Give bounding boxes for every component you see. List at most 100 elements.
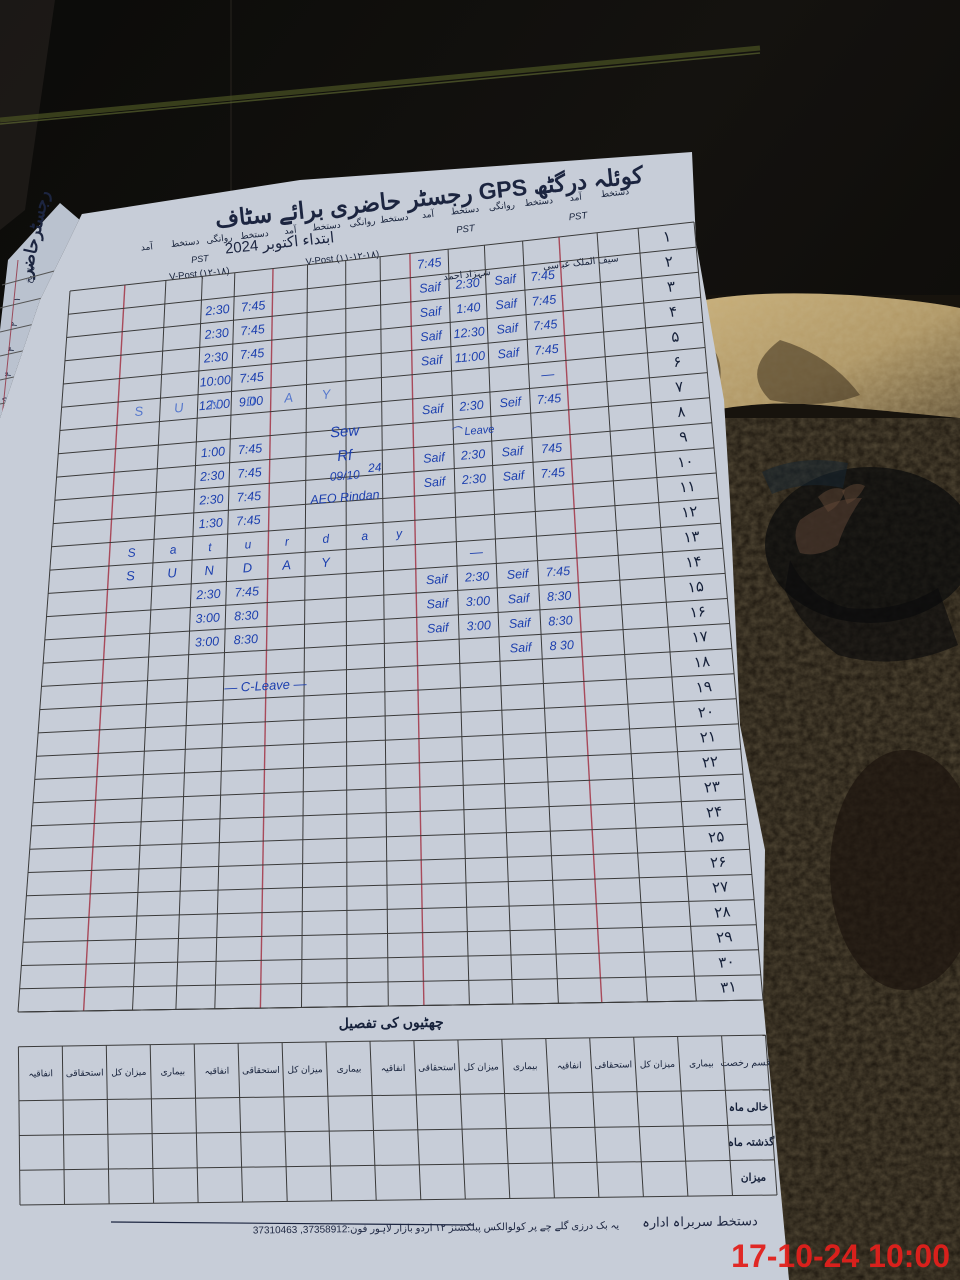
svg-text:8:30: 8:30 (547, 589, 572, 605)
svg-text:۲۹: ۲۹ (716, 928, 734, 947)
svg-text:۲۲: ۲۲ (701, 753, 719, 772)
svg-text:۳۱: ۳۱ (720, 978, 738, 997)
svg-text:3:00: 3:00 (195, 610, 220, 626)
svg-text:Saif: Saif (420, 353, 444, 369)
svg-text:a: a (169, 542, 177, 556)
svg-text:انفاقیہ: انفاقیہ (205, 1066, 230, 1076)
svg-text:A: A (283, 390, 294, 406)
svg-text:7:45: 7:45 (237, 441, 262, 457)
svg-text:S: S (134, 403, 144, 419)
svg-text:گذشتہ ماہ: گذشتہ ماہ (728, 1134, 776, 1149)
svg-text:استحقاقی: استحقاقی (594, 1059, 632, 1070)
svg-text:بیماری: بیماری (160, 1066, 185, 1077)
svg-text:استحقاقی: استحقاقی (418, 1062, 456, 1073)
svg-text:2:30: 2:30 (460, 471, 486, 487)
svg-text:7:45: 7:45 (536, 391, 562, 407)
svg-text:PST: PST (191, 253, 211, 265)
svg-text:۲۰: ۲۰ (697, 703, 715, 722)
svg-text:Saif: Saif (423, 474, 447, 490)
svg-text:۱۶: ۱۶ (689, 603, 707, 622)
svg-text:۱۳: ۱۳ (683, 528, 701, 547)
svg-text:Saif: Saif (495, 296, 519, 312)
svg-text:2:30: 2:30 (464, 569, 490, 585)
svg-text:استحقاقی: استحقاقی (66, 1068, 104, 1079)
svg-text:7:45: 7:45 (240, 322, 266, 338)
svg-text:U: U (167, 565, 178, 581)
svg-text:1:40: 1:40 (455, 300, 481, 316)
svg-text:3:00: 3:00 (465, 594, 490, 610)
svg-text:7:45: 7:45 (236, 489, 261, 505)
svg-text:Saif: Saif (419, 304, 443, 320)
svg-text:۱۰: ۱۰ (677, 453, 695, 472)
svg-text:8 30: 8 30 (549, 638, 574, 653)
svg-text:A: A (281, 557, 292, 573)
svg-text:۳۰: ۳۰ (718, 953, 736, 972)
svg-text:7:45: 7:45 (239, 346, 265, 362)
svg-text:17-10-24 10:00: 17-10-24 10:00 (731, 1238, 950, 1274)
svg-text:میزان کل: میزان کل (111, 1067, 147, 1079)
svg-text:PST: PST (456, 223, 477, 236)
svg-text:2:30: 2:30 (459, 447, 485, 463)
svg-text:۱۹: ۱۹ (695, 678, 713, 697)
svg-text:2:30: 2:30 (199, 468, 225, 484)
svg-text:Saif: Saif (501, 444, 525, 460)
svg-text:آمد: آمد (421, 208, 435, 220)
svg-text:میزان کل: میزان کل (287, 1064, 323, 1076)
svg-text:۱۱: ۱۱ (679, 478, 697, 497)
svg-text:2:30: 2:30 (202, 349, 229, 365)
svg-text:3:00: 3:00 (466, 618, 491, 633)
svg-text:3:00: 3:00 (194, 634, 219, 649)
svg-text:آمد: آمد (284, 224, 298, 236)
svg-text:۱۷: ۱۷ (691, 628, 709, 647)
svg-text:Sew: Sew (329, 422, 361, 441)
svg-text:09/10: 09/10 (329, 467, 360, 483)
svg-text:7:45: 7:45 (545, 564, 570, 580)
svg-text:۲۶: ۲۶ (709, 853, 727, 872)
svg-text:آمد: آمد (569, 191, 583, 203)
svg-text:7:45: 7:45 (236, 513, 261, 529)
svg-text:۲۸: ۲۸ (714, 903, 732, 922)
svg-text:7:45: 7:45 (530, 268, 556, 284)
svg-text:24: 24 (367, 460, 383, 475)
svg-text:Saif: Saif (421, 401, 445, 417)
svg-text:7:45: 7:45 (540, 465, 565, 481)
svg-text:2:30: 2:30 (198, 492, 224, 508)
svg-text:Saif: Saif (507, 591, 531, 606)
svg-text:7:45: 7:45 (237, 465, 262, 481)
svg-text:7:45: 7:45 (531, 292, 557, 308)
svg-text:S: S (126, 568, 136, 584)
svg-text:S: S (127, 545, 136, 560)
svg-text:Saif: Saif (418, 280, 442, 296)
svg-text:انفاقیہ: انفاقیہ (28, 1068, 53, 1078)
svg-text:1:30: 1:30 (198, 516, 223, 532)
svg-text:میزان کل: میزان کل (464, 1061, 500, 1073)
svg-text:Saif: Saif (508, 616, 532, 631)
svg-text:2:30: 2:30 (195, 587, 221, 603)
svg-text:استحقاقی: استحقاقی (242, 1065, 280, 1076)
svg-text:خالی ماہ: خالی ماہ (729, 1101, 769, 1114)
svg-text:7:45: 7:45 (416, 255, 442, 272)
svg-text:قسم رخصت: قسم رخصت (720, 1057, 771, 1069)
svg-text:Saif: Saif (509, 640, 533, 655)
svg-text:Saif: Saif (425, 572, 449, 587)
svg-text:7:45: 7:45 (240, 298, 266, 314)
svg-text:2:30: 2:30 (458, 398, 485, 414)
svg-text:11:00: 11:00 (454, 349, 486, 366)
svg-text:8:30: 8:30 (233, 632, 258, 647)
svg-text:d: d (322, 532, 330, 546)
svg-text:7:45: 7:45 (532, 317, 558, 333)
svg-text:PST: PST (568, 210, 589, 223)
svg-text:a: a (361, 529, 369, 543)
svg-text:10:00: 10:00 (199, 373, 232, 390)
svg-text:دستخط سربراہ ادارہ: دستخط سربراہ ادارہ (642, 1213, 758, 1231)
svg-text:انفاقیہ: انفاقیہ (557, 1060, 582, 1070)
svg-text:Saif: Saif (423, 450, 447, 466)
svg-text:۱۴: ۱۴ (685, 553, 703, 572)
svg-text:8:30: 8:30 (234, 608, 259, 624)
svg-text:Saif: Saif (427, 620, 451, 635)
svg-text:N: N (204, 562, 215, 578)
svg-text:Saif: Saif (494, 272, 518, 288)
svg-text:چھٹیوں کی تفصیل: چھٹیوں کی تفصیل (338, 1014, 443, 1033)
svg-text:بیماری: بیماری (689, 1058, 714, 1069)
svg-text:Saif: Saif (496, 321, 520, 337)
